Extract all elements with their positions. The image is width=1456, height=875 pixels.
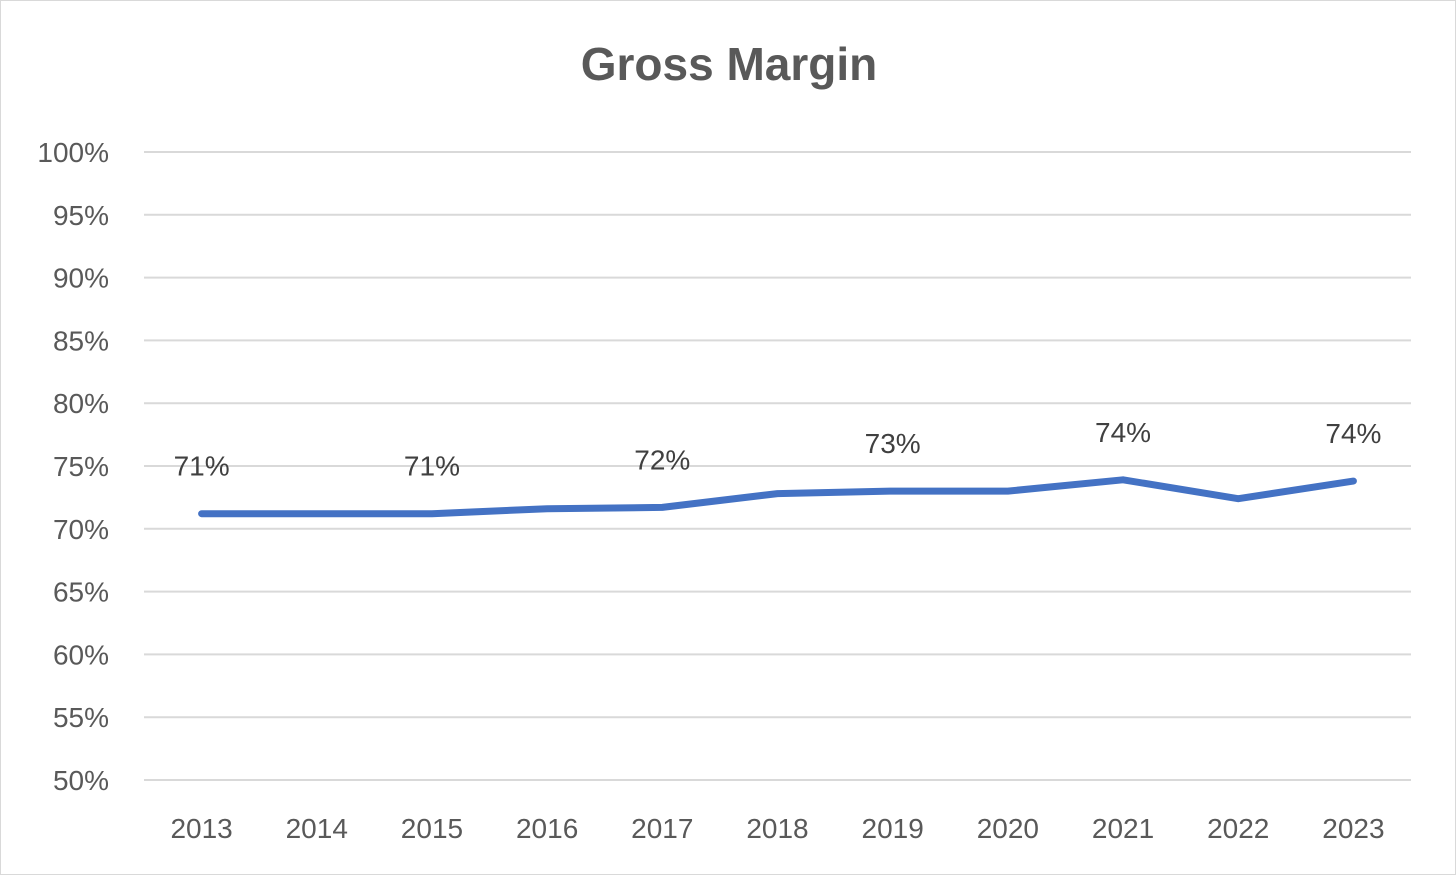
data-label: 73% xyxy=(865,428,921,459)
x-tick-label: 2019 xyxy=(862,813,924,844)
y-axis-ticks: 50% 55% 60% 65% 70% 75% 80% 85% 90% 95% 100% xyxy=(37,137,109,796)
data-point xyxy=(661,506,663,508)
x-tick-label: 2023 xyxy=(1322,813,1384,844)
y-tick-label: 70% xyxy=(53,514,109,545)
data-label: 74% xyxy=(1095,417,1151,448)
y-tick-label: 80% xyxy=(53,388,109,419)
gridlines xyxy=(144,151,1411,781)
data-label: 71% xyxy=(404,451,460,482)
x-tick-label: 2015 xyxy=(401,813,463,844)
y-tick-label: 65% xyxy=(53,577,109,608)
y-tick-label: 100% xyxy=(37,137,109,168)
x-tick-label: 2022 xyxy=(1207,813,1269,844)
x-tick-label: 2018 xyxy=(746,813,808,844)
data-label: 72% xyxy=(634,444,690,475)
y-tick-label: 95% xyxy=(53,200,109,231)
data-point xyxy=(1237,498,1239,500)
y-tick-label: 90% xyxy=(53,263,109,294)
x-tick-label: 2017 xyxy=(631,813,693,844)
data-point xyxy=(1007,490,1009,492)
data-point xyxy=(1122,479,1124,481)
x-tick-label: 2014 xyxy=(286,813,348,844)
data-point xyxy=(201,513,203,515)
series-line xyxy=(198,476,1357,518)
data-point xyxy=(546,508,548,510)
x-tick-label: 2020 xyxy=(977,813,1039,844)
data-point xyxy=(892,490,894,492)
data-label: 74% xyxy=(1325,418,1381,449)
y-tick-label: 50% xyxy=(53,765,109,796)
data-point xyxy=(431,513,433,515)
y-tick-label: 55% xyxy=(53,702,109,733)
y-tick-label: 85% xyxy=(53,325,109,356)
y-tick-label: 75% xyxy=(53,451,109,482)
x-tick-label: 2013 xyxy=(170,813,232,844)
data-point xyxy=(777,493,778,495)
data-label: 71% xyxy=(174,451,230,482)
x-axis-ticks: 2013 2014 2015 2016 2017 2018 2019 2020 2021 2022… xyxy=(170,813,1384,844)
data-labels: 71% 71% 72% 73% 74% 74% xyxy=(174,417,1382,482)
data-point xyxy=(316,513,318,515)
x-tick-label: 2016 xyxy=(516,813,578,844)
series-layer xyxy=(198,476,1357,518)
chart-title: Gross Margin xyxy=(580,38,878,90)
x-tick-label: 2021 xyxy=(1092,813,1154,844)
y-tick-label: 60% xyxy=(53,639,109,670)
data-point xyxy=(1352,480,1354,482)
